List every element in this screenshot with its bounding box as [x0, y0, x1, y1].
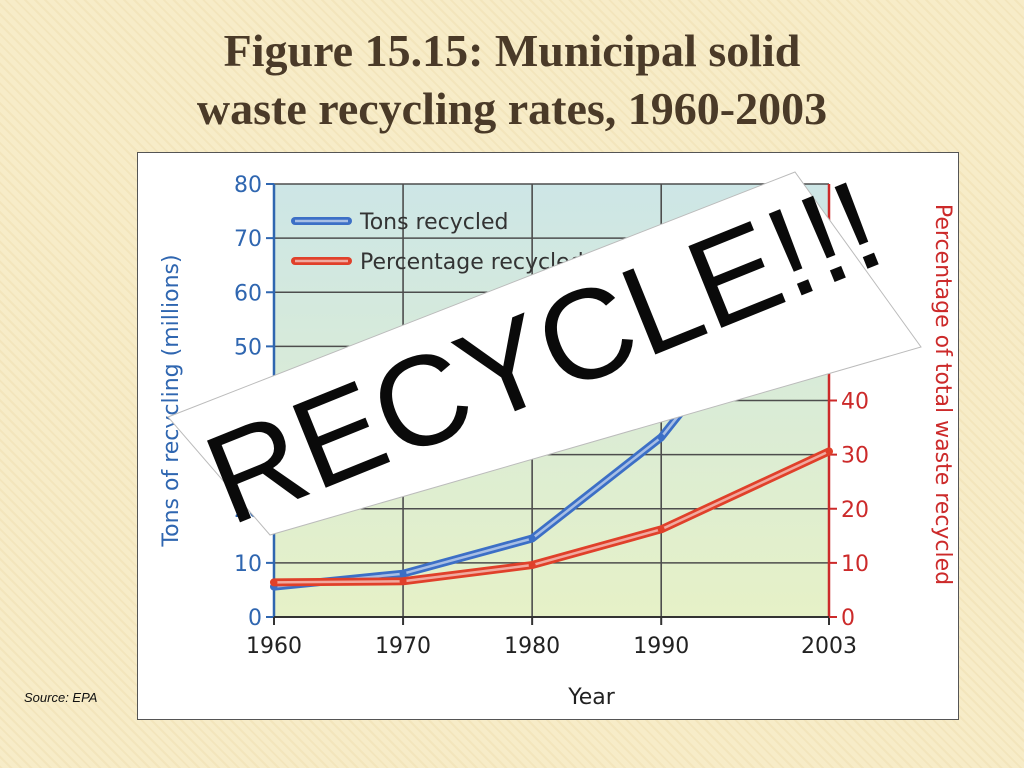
- x-tick-label-1970: 1970: [375, 634, 431, 659]
- x-tick-label-1980: 1980: [504, 634, 560, 659]
- right-tick-label-0: 0: [841, 606, 855, 631]
- left-tick-label-60: 60: [234, 281, 262, 306]
- right-tick-label-30: 30: [841, 444, 869, 469]
- x-axis-title: Year: [567, 685, 616, 710]
- point-percentage-recycled-1980: [528, 561, 536, 569]
- slide-title: Figure 15.15: Municipal solid waste recy…: [40, 22, 984, 138]
- left-tick-label-10: 10: [234, 552, 262, 577]
- point-tons-recycled-1970: [399, 570, 407, 578]
- left-tick-label-50: 50: [234, 335, 262, 360]
- point-tons-recycled-1990: [657, 433, 665, 441]
- point-percentage-recycled-1990: [657, 525, 665, 533]
- x-tick-label-2003: 2003: [801, 634, 857, 659]
- left-axis-title: Tons of recycling (millions): [159, 254, 184, 547]
- point-tons-recycled-1980: [528, 535, 536, 543]
- point-percentage-recycled-1960: [270, 578, 278, 586]
- right-tick-label-10: 10: [841, 552, 869, 577]
- point-percentage-recycled-2003: [825, 447, 833, 455]
- chart-frame: 0 10 20 30 40 50 60 70 80 1960 1970 1980 1990 2003 0 10…: [137, 152, 959, 720]
- title-line-2: waste recycling rates, 1960-2003: [196, 83, 828, 134]
- title-line-1: Figure 15.15: Municipal solid: [223, 25, 801, 76]
- x-tick-label-1990: 1990: [633, 634, 689, 659]
- x-tick-label-1960: 1960: [246, 634, 302, 659]
- recycling-line-chart: 0 10 20 30 40 50 60 70 80 1960 1970 1980 1990 2003 0 10…: [159, 153, 955, 710]
- right-tick-label-20: 20: [841, 498, 869, 523]
- stamp-banner: [167, 171, 922, 536]
- source-note: Source: EPA: [24, 690, 98, 705]
- right-tick-label-40: 40: [841, 390, 869, 415]
- left-tick-label-0: 0: [248, 606, 262, 631]
- left-tick-label-70: 70: [234, 227, 262, 252]
- right-axis-title: Percentage of total waste recycled: [930, 204, 955, 585]
- legend-label-tons-recycled: Tons recycled: [359, 210, 508, 235]
- left-tick-label-80: 80: [234, 173, 262, 198]
- axis-labels: Year Tons of recycling (millions) Percenta…: [159, 204, 955, 710]
- point-percentage-recycled-1970: [399, 577, 407, 585]
